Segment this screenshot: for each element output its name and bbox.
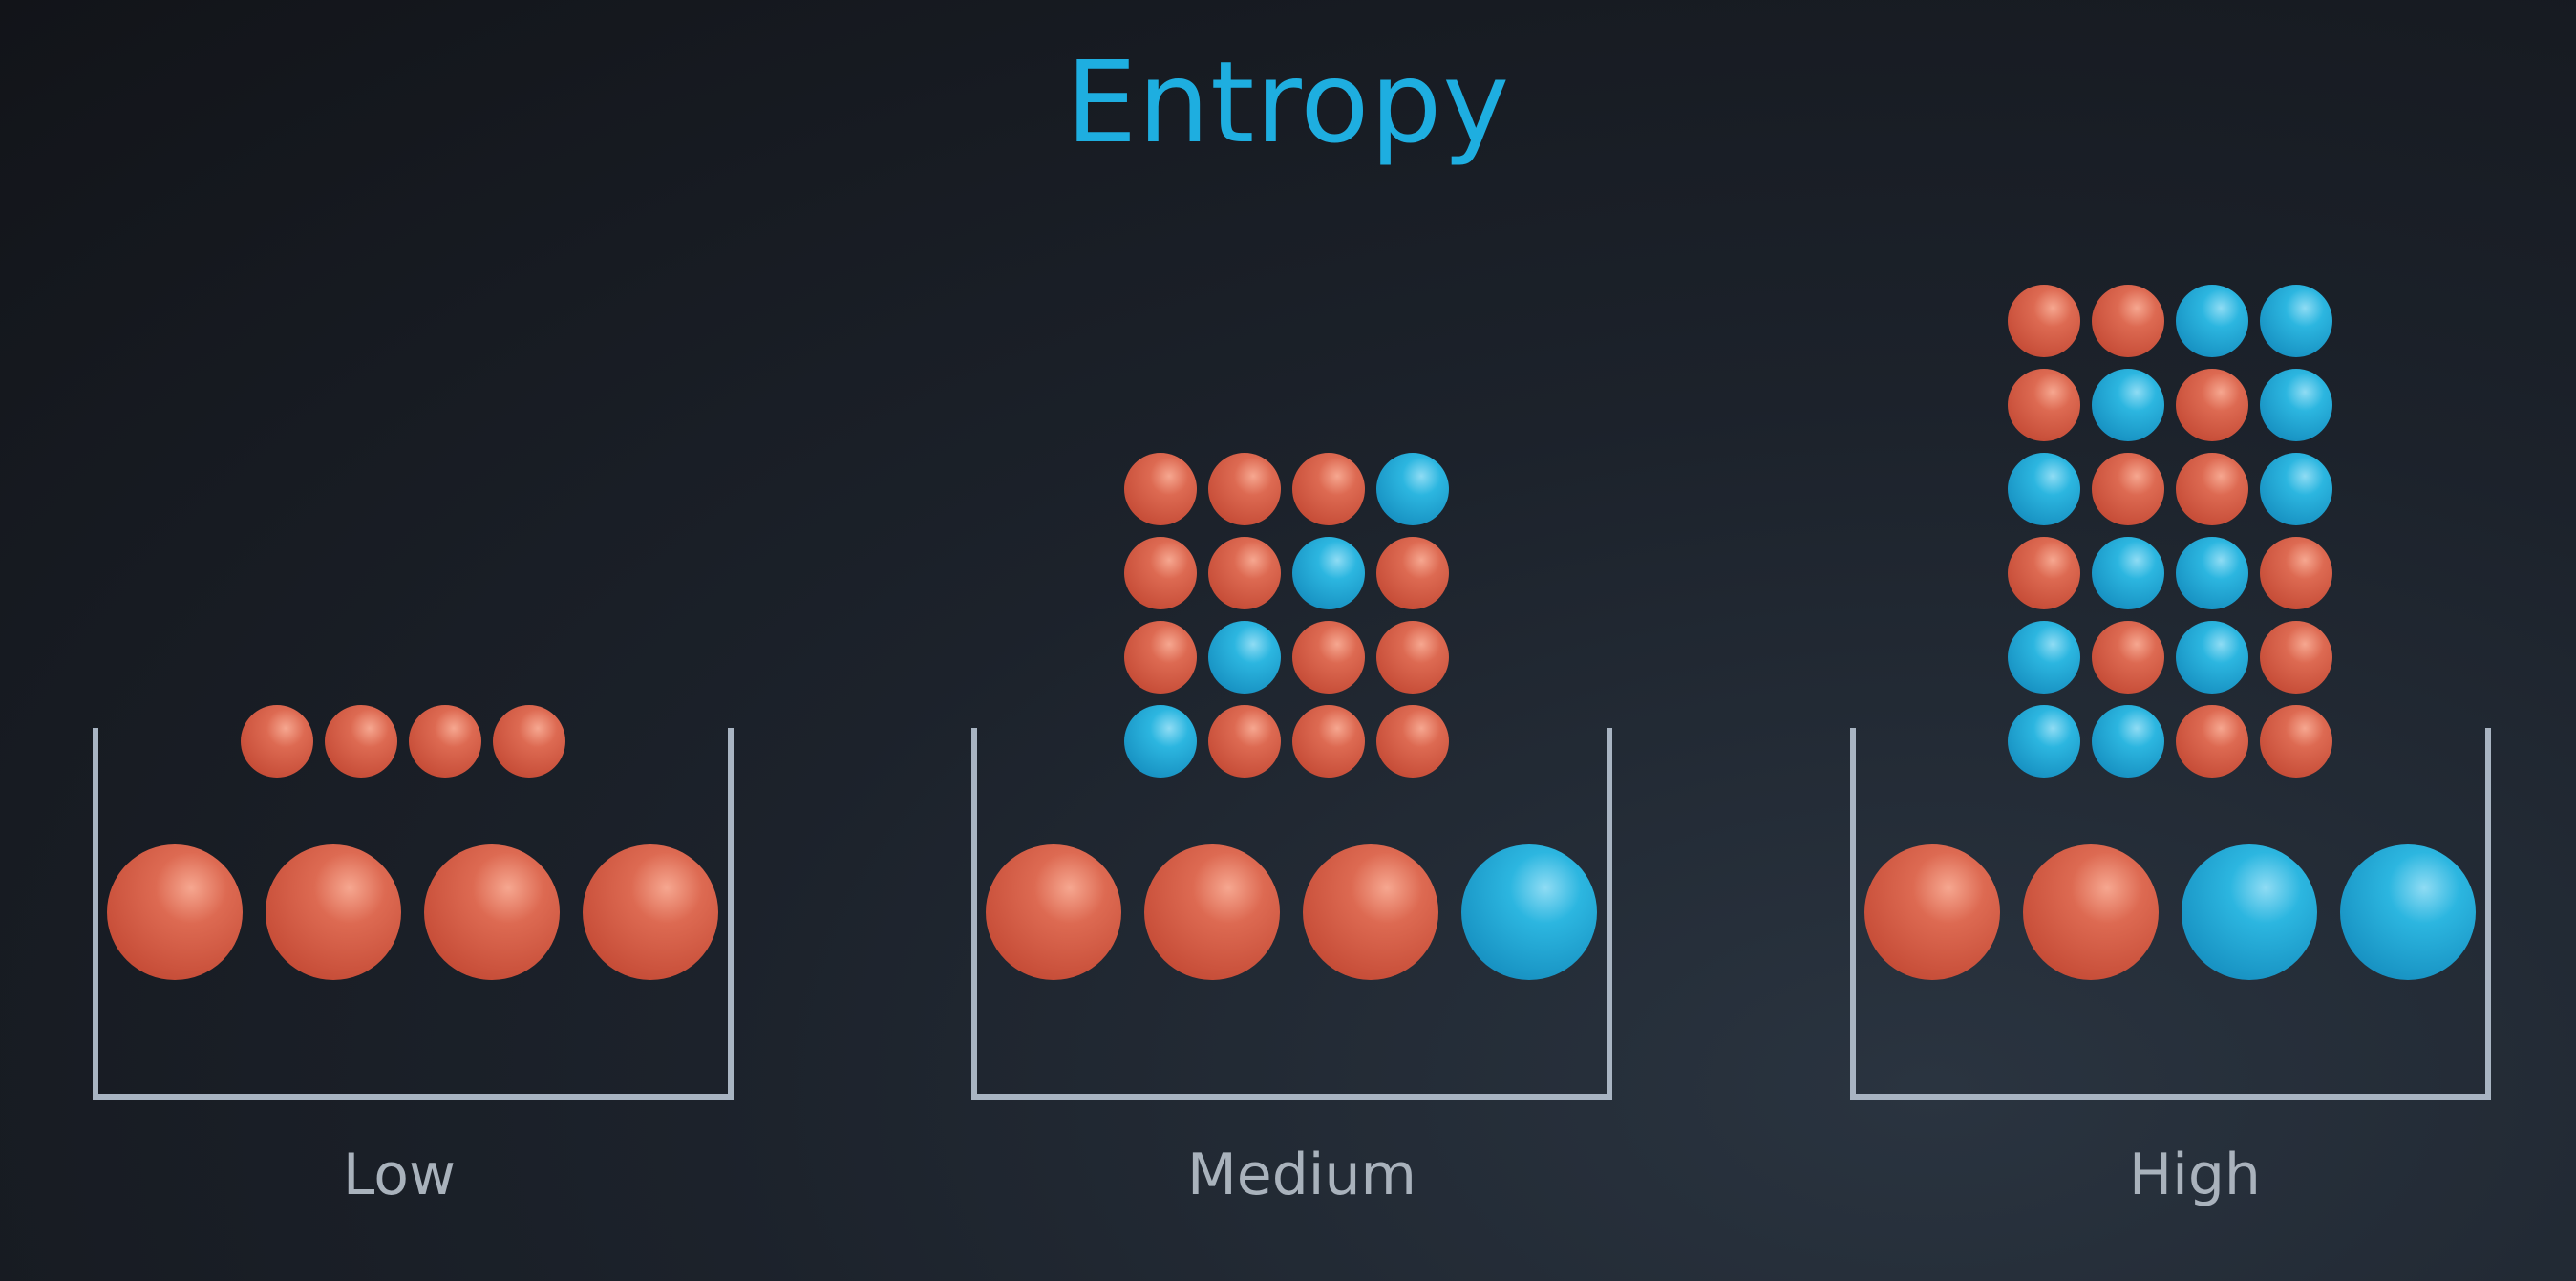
arrangement-ball-blue bbox=[2176, 621, 2248, 694]
arrangement-ball-red bbox=[2260, 621, 2332, 694]
arrangement-ball-blue bbox=[2176, 285, 2248, 357]
arrangement-ball-blue bbox=[1208, 621, 1281, 694]
arrangement-ball-red bbox=[2092, 621, 2164, 694]
arrangement-ball-blue bbox=[2008, 705, 2080, 778]
arrangement-ball-red bbox=[1124, 453, 1197, 525]
arrangement-ball-red bbox=[2176, 369, 2248, 441]
arrangement-ball-red bbox=[1376, 705, 1449, 778]
arrangement-ball-red bbox=[1208, 453, 1281, 525]
page-title: Entropy bbox=[1065, 36, 1511, 168]
arrangement-ball-red bbox=[2176, 705, 2248, 778]
arrangement-ball-blue bbox=[2008, 453, 2080, 525]
arrangement-ball-blue bbox=[1292, 537, 1365, 609]
ball-red-low bbox=[424, 844, 560, 980]
arrangement-ball-red bbox=[1376, 537, 1449, 609]
container-label-low: Low bbox=[342, 1142, 457, 1208]
arrangement-ball-red bbox=[1208, 705, 1281, 778]
arrangement-ball-blue bbox=[2260, 285, 2332, 357]
ball-red-medium bbox=[986, 844, 1121, 980]
ball-red-low bbox=[266, 844, 401, 980]
arrangement-ball-red bbox=[2260, 537, 2332, 609]
arrangement-ball-red bbox=[241, 705, 313, 778]
arrangement-ball-blue bbox=[2176, 537, 2248, 609]
arrangement-ball-red bbox=[325, 705, 397, 778]
ball-blue-high bbox=[2182, 844, 2317, 980]
ball-blue-medium bbox=[1461, 844, 1597, 980]
container-label-medium: Medium bbox=[1187, 1142, 1416, 1208]
arrangement-ball-red bbox=[2008, 369, 2080, 441]
arrangement-ball-red bbox=[1124, 621, 1197, 694]
arrangement-ball-red bbox=[1292, 621, 1365, 694]
arrangement-ball-red bbox=[493, 705, 565, 778]
ball-red-high bbox=[2023, 844, 2159, 980]
ball-red-low bbox=[107, 844, 243, 980]
arrangement-ball-red bbox=[2008, 285, 2080, 357]
arrangement-ball-red bbox=[1124, 537, 1197, 609]
container-label-high: High bbox=[2129, 1142, 2261, 1208]
arrangement-ball-blue bbox=[1124, 705, 1197, 778]
container-high bbox=[1850, 728, 2491, 1100]
arrangement-ball-red bbox=[1292, 705, 1365, 778]
ball-blue-high bbox=[2340, 844, 2476, 980]
ball-red-medium bbox=[1303, 844, 1438, 980]
arrangement-ball-red bbox=[2092, 285, 2164, 357]
arrangement-ball-blue bbox=[2092, 369, 2164, 441]
ball-red-low bbox=[583, 844, 718, 980]
arrangement-ball-blue bbox=[2092, 537, 2164, 609]
container-low bbox=[93, 728, 734, 1100]
container-medium bbox=[971, 728, 1612, 1100]
arrangement-ball-blue bbox=[1376, 453, 1449, 525]
arrangement-ball-red bbox=[2260, 705, 2332, 778]
ball-red-medium bbox=[1144, 844, 1280, 980]
arrangement-ball-red bbox=[1376, 621, 1449, 694]
arrangement-ball-red bbox=[1208, 537, 1281, 609]
arrangement-ball-blue bbox=[2260, 369, 2332, 441]
arrangement-ball-red bbox=[1292, 453, 1365, 525]
ball-red-high bbox=[1864, 844, 2000, 980]
arrangement-ball-red bbox=[2092, 453, 2164, 525]
arrangement-ball-blue bbox=[2008, 621, 2080, 694]
arrangement-ball-blue bbox=[2092, 705, 2164, 778]
arrangement-ball-red bbox=[409, 705, 481, 778]
arrangement-ball-blue bbox=[2260, 453, 2332, 525]
arrangement-ball-red bbox=[2176, 453, 2248, 525]
arrangement-ball-red bbox=[2008, 537, 2080, 609]
